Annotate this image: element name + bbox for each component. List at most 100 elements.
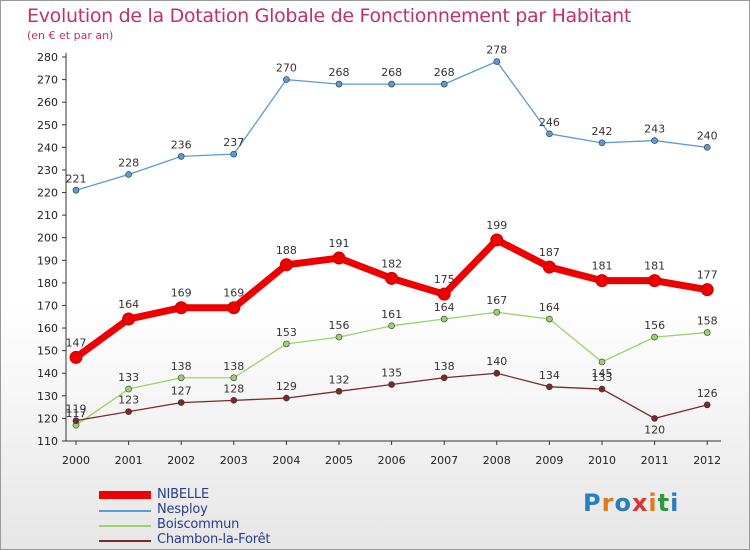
data-point-boiscommun [388, 322, 395, 330]
data-label-nibelle: 175 [434, 273, 455, 286]
data-point-boiscommun [230, 374, 238, 382]
data-label-nesploy: 243 [644, 123, 665, 136]
logo-letter: P [583, 489, 602, 517]
y-tick-label: 260 [37, 96, 58, 109]
logo-letter: r [601, 489, 615, 517]
y-tick-label: 120 [37, 412, 58, 425]
data-point-boiscommun [440, 315, 448, 323]
data-label-nesploy: 278 [486, 44, 507, 57]
data-point-nesploy [388, 80, 395, 88]
x-tick-label: 2005 [325, 454, 353, 467]
data-point-boiscommun [177, 374, 185, 382]
y-tick-label: 250 [37, 119, 58, 132]
data-label-chambon-la-for-t: 140 [486, 355, 507, 368]
data-point-nesploy [493, 58, 501, 65]
y-tick-label: 190 [37, 254, 58, 267]
logo-letter: t [657, 489, 671, 517]
data-point-nesploy [125, 171, 132, 178]
data-point-nibelle [385, 271, 399, 285]
data-label-boiscommun: 145 [592, 367, 613, 380]
data-point-boiscommun [335, 333, 343, 341]
y-tick-label: 230 [37, 164, 58, 177]
y-tick-label: 110 [37, 435, 58, 448]
data-label-nibelle: 187 [539, 246, 560, 259]
data-label-chambon-la-for-t: 133 [592, 371, 613, 384]
data-point-nibelle [122, 312, 136, 326]
data-point-nesploy [283, 76, 290, 83]
data-label-nibelle: 169 [171, 287, 192, 300]
x-tick-label: 2003 [220, 454, 248, 467]
data-point-nesploy [177, 153, 185, 160]
data-label-nesploy: 221 [66, 172, 87, 185]
data-point-nesploy [546, 130, 553, 138]
data-point-chambon-la-for-t [388, 381, 395, 388]
data-label-boiscommun: 156 [329, 319, 350, 332]
data-label-boiscommun: 133 [118, 371, 139, 384]
data-label-boiscommun: 153 [276, 326, 297, 339]
data-label-nibelle: 181 [592, 260, 613, 273]
legend-swatch-nesploy [99, 510, 151, 512]
data-label-nesploy: 268 [434, 66, 455, 79]
data-point-nibelle [595, 274, 609, 288]
data-label-chambon-la-for-t: 135 [381, 367, 402, 380]
data-label-boiscommun: 158 [697, 315, 718, 328]
data-point-boiscommun [493, 308, 501, 316]
logo-letter: i [670, 489, 680, 517]
data-label-chambon-la-for-t: 120 [644, 423, 665, 436]
data-point-chambon-la-for-t [177, 399, 185, 406]
data-point-nesploy [703, 144, 711, 151]
logo-letter: x [631, 489, 649, 517]
y-tick-label: 160 [37, 322, 58, 335]
data-label-nesploy: 268 [329, 66, 350, 79]
data-label-nesploy: 236 [171, 138, 192, 151]
y-tick-label: 220 [37, 187, 58, 200]
data-label-boiscommun: 138 [223, 360, 244, 373]
data-point-nibelle [227, 301, 241, 315]
data-label-nibelle: 191 [329, 237, 350, 250]
legend-label-chambon-la-for-t: Chambon-la-Forêt [157, 532, 271, 547]
data-label-boiscommun: 167 [486, 294, 507, 307]
x-tick-label: 2006 [378, 454, 406, 467]
data-label-nesploy: 246 [539, 116, 560, 129]
data-point-chambon-la-for-t [651, 415, 658, 422]
data-label-nibelle: 181 [644, 260, 665, 273]
y-tick-label: 280 [37, 51, 58, 64]
data-label-boiscommun: 164 [434, 301, 455, 314]
data-point-chambon-la-for-t [72, 417, 80, 424]
data-point-boiscommun [546, 315, 553, 323]
data-point-nibelle [332, 251, 346, 265]
data-point-nibelle [174, 301, 188, 315]
data-label-nibelle: 169 [223, 287, 244, 300]
x-tick-label: 2002 [167, 454, 195, 467]
x-tick-label: 2012 [693, 454, 721, 467]
data-point-nesploy [335, 80, 343, 88]
legend-label-nibelle: NIBELLE [157, 487, 209, 502]
y-tick-label: 240 [37, 141, 58, 154]
data-point-chambon-la-for-t [546, 383, 553, 391]
data-label-chambon-la-for-t: 126 [697, 387, 718, 400]
chart-title: Evolution de la Dotation Globale de Fonc… [27, 5, 632, 27]
data-label-nesploy: 242 [592, 125, 613, 138]
chart-plot: 110 120 130 140 150 160 170 180 190 200 210 220 230 2… [37, 44, 721, 467]
x-tick-label: 2010 [588, 454, 616, 467]
data-point-nibelle [437, 287, 451, 301]
data-label-nesploy: 268 [381, 66, 402, 79]
data-point-chambon-la-for-t [230, 397, 238, 404]
data-label-nibelle: 188 [276, 244, 297, 257]
legend-swatch-chambon-la-for-t [99, 540, 151, 542]
y-tick-label: 150 [37, 345, 58, 358]
y-tick-label: 270 [37, 74, 58, 87]
data-point-boiscommun [283, 340, 290, 348]
data-label-chambon-la-for-t: 138 [434, 360, 455, 373]
y-tick-label: 170 [37, 299, 58, 312]
data-label-nesploy: 270 [276, 62, 297, 75]
data-label-boiscommun: 164 [539, 301, 560, 314]
data-point-nesploy [598, 139, 606, 147]
legend-swatch-boiscommun [99, 525, 151, 527]
data-point-chambon-la-for-t [125, 408, 132, 415]
data-label-nibelle: 182 [381, 257, 402, 270]
data-point-boiscommun [703, 329, 711, 336]
data-point-nibelle [69, 350, 83, 364]
y-tick-label: 140 [37, 367, 58, 380]
data-label-nibelle: 199 [486, 219, 507, 232]
